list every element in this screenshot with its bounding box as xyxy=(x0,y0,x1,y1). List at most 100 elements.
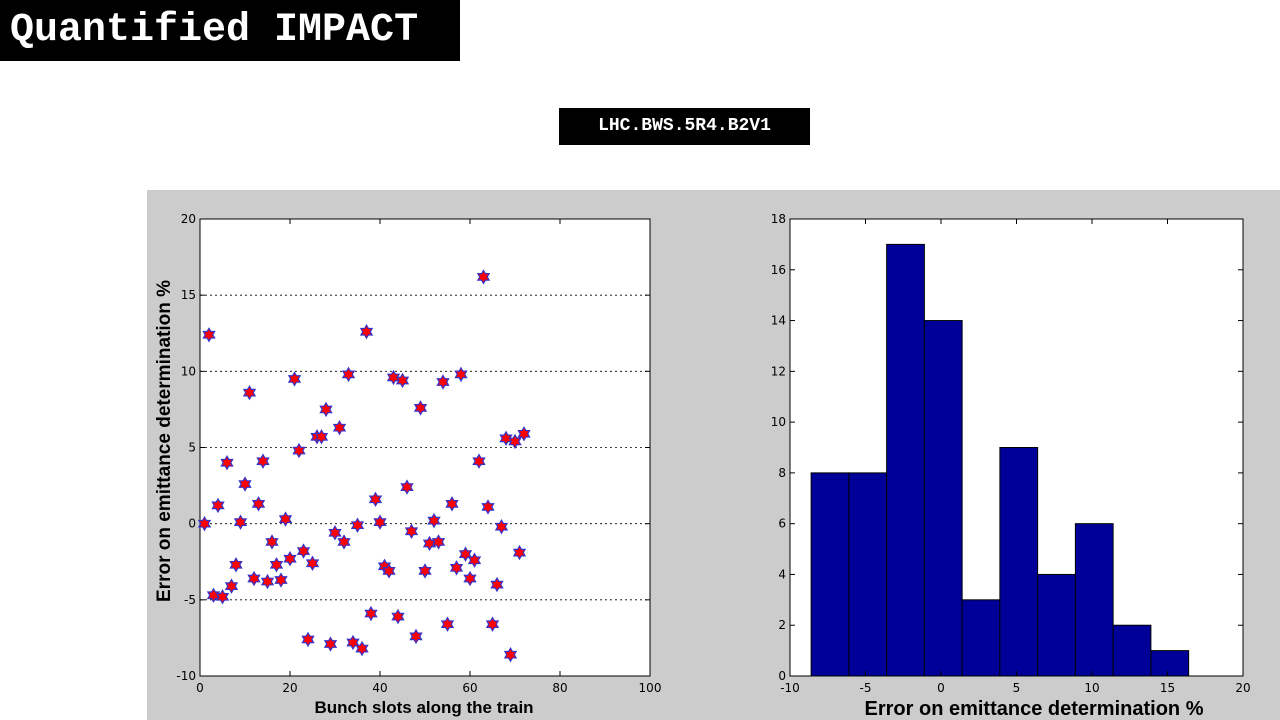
scatter-point xyxy=(476,269,491,285)
scatter-point xyxy=(233,514,248,530)
histogram-bar xyxy=(999,447,1039,677)
scatter-point xyxy=(359,324,374,340)
scatter-point xyxy=(391,608,405,625)
histogram-x-axis-label: Error on emittance determination % xyxy=(865,698,1204,720)
scatter-x-ticks: 0 20 40 60 80 100 xyxy=(196,219,661,695)
histogram-y-tick-label: 14 xyxy=(771,314,786,328)
slide-title: Quantified IMPACT xyxy=(0,0,460,61)
device-label: LHC.BWS.5R4.B2V1 xyxy=(559,108,810,145)
scatter-x-tick-label: 60 xyxy=(462,681,477,695)
scatter-point xyxy=(368,491,383,507)
scatter-point xyxy=(278,511,293,527)
histogram-x-tick-label: 10 xyxy=(1084,681,1099,695)
scatter-point xyxy=(274,572,288,588)
scatter-y-tick-label: 0 xyxy=(188,517,196,531)
histogram-x-tick-label: -10 xyxy=(780,681,800,695)
histogram-y-tick-label: 12 xyxy=(771,364,786,378)
scatter-point xyxy=(332,420,347,436)
scatter-point xyxy=(517,426,531,442)
histogram-x-tick-label: 15 xyxy=(1160,681,1175,695)
scatter-point xyxy=(467,552,482,568)
scatter-point xyxy=(382,563,396,579)
scatter-x-tick-label: 0 xyxy=(196,681,204,695)
scatter-y-axis-label: Error on emittance determination % xyxy=(154,280,175,602)
scatter-x-tick-label: 80 xyxy=(552,681,567,695)
scatter-gridlines xyxy=(200,294,650,601)
scatter-point xyxy=(373,514,387,530)
scatter-y-tick-label: 10 xyxy=(181,364,196,378)
scatter-point xyxy=(323,636,338,652)
scatter-point xyxy=(346,634,360,651)
scatter-x-tick-label: 40 xyxy=(372,681,387,695)
scatter-point xyxy=(463,570,477,587)
scatter-point xyxy=(215,589,230,605)
scatter-point xyxy=(269,557,284,573)
histogram-y-tick-label: 18 xyxy=(771,212,786,226)
scatter-point xyxy=(202,327,216,343)
histogram-bar xyxy=(810,472,850,677)
scatter-point xyxy=(436,374,450,390)
scatter-point xyxy=(485,616,500,632)
scatter-point xyxy=(490,576,504,593)
histogram-chart: -10 -5 0 5 10 15 20 0 2 4 6 8 10 12 14 16 18 Error on e… xyxy=(771,212,1251,720)
scatter-point xyxy=(283,551,297,567)
scatter-point xyxy=(287,371,302,387)
histogram-bars xyxy=(810,243,1190,677)
histogram-x-tick-label: -5 xyxy=(860,681,872,695)
scatter-point xyxy=(494,519,509,535)
scatter-point xyxy=(355,640,369,657)
histogram-bar xyxy=(961,599,1001,677)
scatter-point xyxy=(458,546,473,562)
scatter-point xyxy=(242,384,257,401)
scatter-point xyxy=(400,479,414,495)
scatter-point xyxy=(211,497,225,514)
scatter-y-tick-label: -10 xyxy=(176,669,196,683)
scatter-point xyxy=(256,453,270,469)
scatter-point xyxy=(319,401,333,418)
histogram-y-tick-label: 8 xyxy=(778,466,786,480)
scatter-point xyxy=(265,534,279,550)
histogram-bar xyxy=(1037,573,1076,677)
scatter-point xyxy=(220,455,234,471)
scatter-point xyxy=(427,512,441,529)
scatter-point xyxy=(503,646,518,663)
scatter-point xyxy=(395,372,410,389)
scatter-point xyxy=(328,525,342,541)
scatter-point xyxy=(404,523,419,539)
scatter-point xyxy=(449,560,464,576)
histogram-y-tick-label: 6 xyxy=(778,517,786,531)
scatter-y-tick-label: 15 xyxy=(181,288,196,302)
histogram-y-tick-label: 10 xyxy=(771,415,786,429)
scatter-point xyxy=(247,570,261,587)
histogram-y-tick-label: 2 xyxy=(778,618,786,632)
scatter-points xyxy=(197,269,531,663)
histogram-bar xyxy=(886,243,925,677)
scatter-point xyxy=(251,496,266,512)
scatter-point xyxy=(337,534,351,550)
scatter-point xyxy=(445,496,459,512)
scatter-point xyxy=(472,453,486,469)
scatter-point xyxy=(197,515,212,532)
scatter-y-tick-label: -5 xyxy=(184,593,196,607)
scatter-point xyxy=(418,563,432,579)
scatter-point xyxy=(512,544,527,561)
scatter-point xyxy=(454,366,468,383)
scatter-point xyxy=(305,555,320,571)
histogram-x-ticks: -10 -5 0 5 10 15 20 xyxy=(780,219,1251,695)
histogram-bar xyxy=(923,320,963,677)
scatter-point xyxy=(364,605,378,622)
scatter-chart: 0 20 40 60 80 100 -10 -5 0 5 10 15 20 Bunch slots a… xyxy=(154,212,661,717)
histogram-y-tick-label: 0 xyxy=(778,669,786,683)
scatter-point xyxy=(341,366,356,383)
scatter-x-axis-label: Bunch slots along the train xyxy=(314,698,533,717)
scatter-point xyxy=(413,400,428,416)
scatter-x-tick-label: 100 xyxy=(639,681,662,695)
histogram-y-tick-label: 16 xyxy=(771,263,786,277)
histogram-x-tick-label: 20 xyxy=(1235,681,1250,695)
scatter-y-tick-label: 5 xyxy=(188,441,196,455)
scatter-point xyxy=(409,628,423,645)
scatter-point xyxy=(260,573,275,590)
scatter-point xyxy=(314,429,329,445)
histogram-bar xyxy=(1150,650,1190,677)
